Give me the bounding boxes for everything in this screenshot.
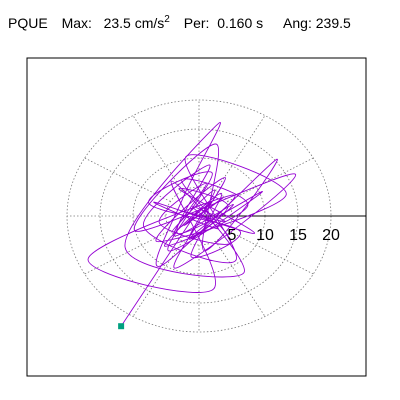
grid-spoke-120 xyxy=(132,115,183,192)
angle-value: 239.5 xyxy=(315,15,351,31)
max-label: Max: xyxy=(61,15,92,31)
end-point-marker xyxy=(118,323,125,330)
max-value: 23.5 xyxy=(103,15,131,31)
period-label: Per: xyxy=(183,15,210,31)
particle-motion-trace-0 xyxy=(87,122,296,327)
radial-tick-labels: 5 10 15 20 xyxy=(228,227,340,244)
radial-tick-label-15: 15 xyxy=(289,227,307,244)
radial-tick-label-10: 10 xyxy=(256,227,274,244)
grid-spoke-300 xyxy=(215,240,266,317)
plot-frame xyxy=(26,57,367,377)
radial-tick-label-20: 20 xyxy=(322,227,340,244)
max-unit: cm/s xyxy=(134,15,165,31)
angle-label: Ang: xyxy=(283,15,312,31)
radial-tick-label-5: 5 xyxy=(228,227,237,244)
max-unit-exponent: 2 xyxy=(164,14,170,25)
grid-spoke-60 xyxy=(215,115,266,192)
period-value: 0.160 s xyxy=(217,15,264,31)
trace-layer xyxy=(87,122,296,330)
grid-spoke-240 xyxy=(132,240,183,317)
plot-header: PQUE Max: 23.5 cm/s2 Per: 0.160 s Ang: 2… xyxy=(8,14,351,31)
station-code: PQUE xyxy=(8,15,48,31)
